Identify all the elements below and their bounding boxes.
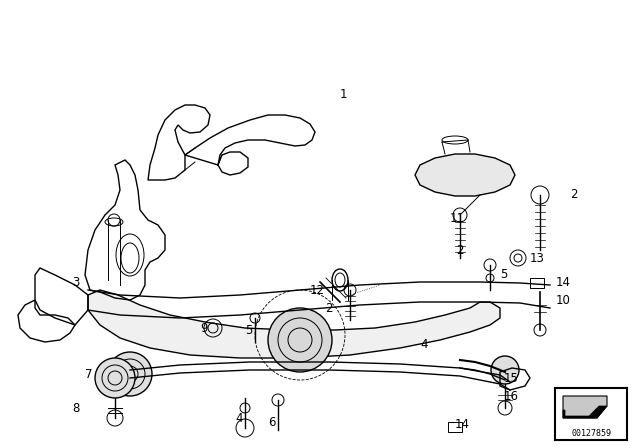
Text: 7: 7	[85, 369, 93, 382]
Text: 2: 2	[570, 189, 577, 202]
Bar	[448, 422, 462, 432]
Text: 00127859: 00127859	[571, 430, 611, 439]
Text: 4: 4	[235, 412, 243, 425]
Text: 14: 14	[455, 418, 470, 431]
Text: 11: 11	[450, 211, 465, 224]
Text: 10: 10	[556, 293, 571, 306]
Polygon shape	[563, 406, 607, 418]
Text: 4: 4	[420, 339, 428, 352]
Text: 3: 3	[72, 276, 79, 289]
Text: 2: 2	[456, 244, 463, 257]
Text: 14: 14	[556, 276, 571, 289]
Text: 1: 1	[340, 89, 348, 102]
Text: 2: 2	[325, 302, 333, 314]
Text: 8: 8	[72, 401, 79, 414]
Text: 9: 9	[200, 322, 207, 335]
Polygon shape	[88, 290, 500, 358]
Text: 5: 5	[245, 323, 252, 336]
Bar	[530, 278, 544, 288]
Circle shape	[491, 356, 519, 384]
Polygon shape	[415, 154, 515, 196]
Text: 16: 16	[504, 389, 519, 402]
Text: 6: 6	[268, 415, 275, 428]
Text: 12: 12	[310, 284, 325, 297]
Text: 13: 13	[530, 251, 545, 264]
Circle shape	[95, 358, 135, 398]
Circle shape	[108, 352, 152, 396]
Polygon shape	[563, 396, 607, 418]
Text: 15: 15	[504, 371, 519, 384]
Text: 5: 5	[500, 268, 508, 281]
Circle shape	[268, 308, 332, 372]
